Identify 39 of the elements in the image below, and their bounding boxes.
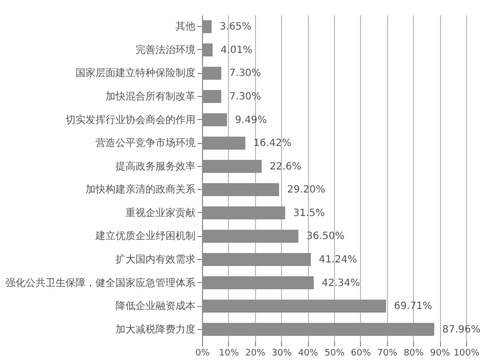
y-tick-label: 加快构建亲清的政商关系	[86, 184, 196, 196]
data-label: 16.42%	[253, 138, 292, 150]
y-tick-label: 营造公平竞争市场环境	[96, 137, 196, 150]
y-tick-label: 建立优质企业纾困机制	[94, 230, 196, 242]
data-label: 31.5%	[293, 208, 325, 219]
y-tick-label: 切实发挥行业协会商会的作用	[66, 114, 196, 126]
data-label: 29.20%	[287, 184, 326, 196]
x-tick-label: 30%	[272, 348, 292, 358]
x-tick-label: 40%	[298, 348, 319, 358]
y-tick-label: 提高政务服务效率	[116, 160, 196, 172]
y-tick-label: 降低企业融资成本	[116, 300, 196, 312]
data-label: 9.49%	[235, 114, 267, 126]
data-label: 69.71%	[394, 301, 432, 312]
data-label: 41.24%	[318, 254, 358, 266]
y-tick-label: 其他	[176, 20, 196, 33]
data-label: 7.30%	[229, 68, 262, 80]
x-tick-label: 80%	[404, 348, 424, 358]
y-tick-label: 强化公共卫生保障，健全国家应急管理体系	[6, 276, 196, 289]
x-tick-label: 0%	[195, 348, 210, 358]
x-tick-label: 20%	[245, 348, 266, 358]
y-tick-label: 完善法治环境	[136, 44, 196, 56]
data-label: 3.65%	[220, 22, 252, 33]
data-label: 42.34%	[322, 278, 360, 289]
x-tick-label: 100%	[454, 348, 480, 358]
data-label: 4.01%	[220, 44, 252, 56]
y-tick-label: 国家层面建立特种保险制度	[76, 67, 196, 80]
x-tick-label: 70%	[377, 348, 398, 358]
data-label: 7.30%	[229, 92, 262, 102]
x-tick-label: 50%	[324, 348, 345, 358]
data-label: 87.96%	[442, 324, 480, 336]
y-tick-label: 加大减税降费力度	[116, 323, 196, 336]
y-tick-label: 重视企业家贡献	[126, 206, 196, 219]
y-tick-label: 扩大国内有效需求	[116, 254, 196, 266]
x-tick-label: 60%	[350, 348, 372, 358]
y-tick-label: 加快混合所有制改革	[106, 90, 196, 102]
data-label: 22.6%	[270, 161, 302, 172]
x-tick-label: 10%	[218, 348, 240, 358]
data-label: 36.50%	[306, 231, 344, 242]
x-tick-label: 90%	[430, 348, 451, 358]
